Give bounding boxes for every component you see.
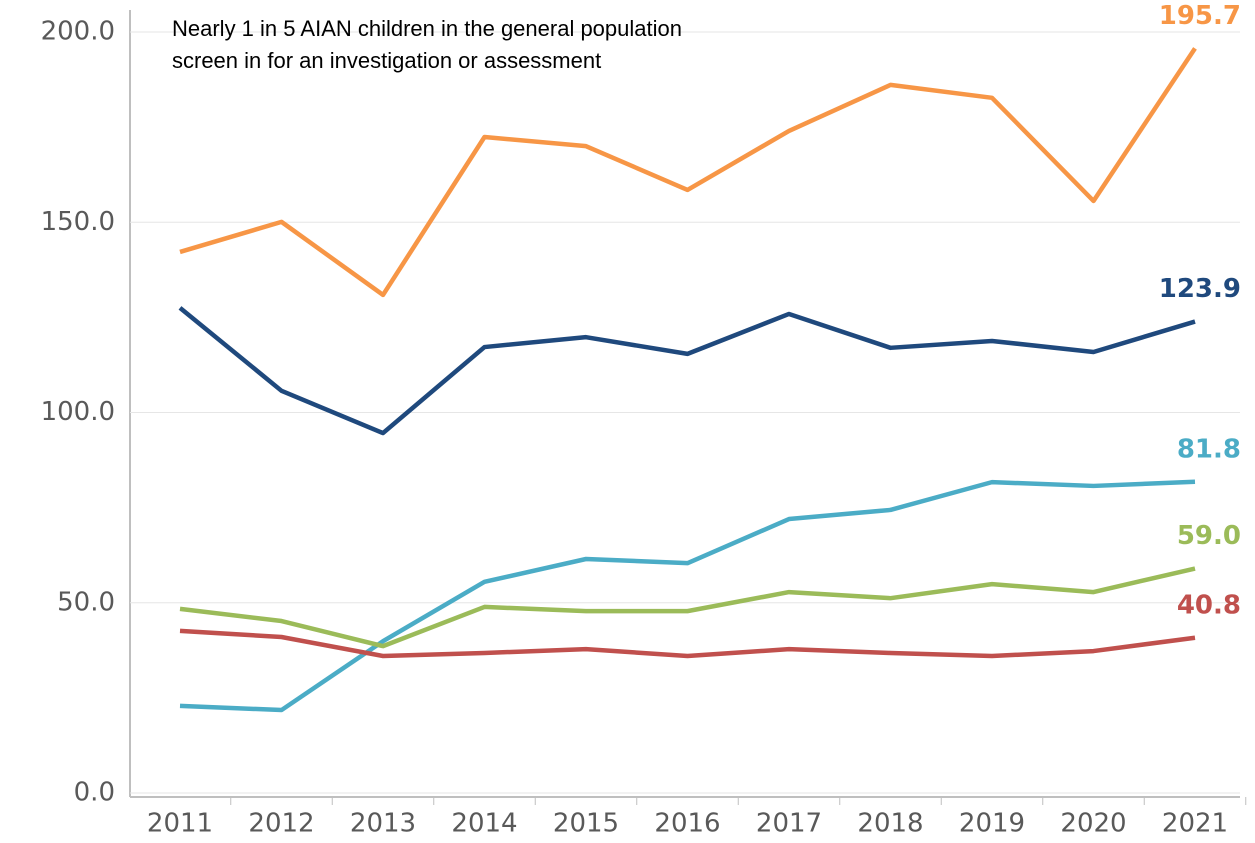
series-line xyxy=(179,566,1196,649)
annotation: screen in for an investigation or assess… xyxy=(172,48,601,73)
series-line xyxy=(179,479,1196,713)
annotation: Nearly 1 in 5 AIAN children in the gener… xyxy=(172,16,682,41)
data-label: 40.8 xyxy=(1177,590,1241,620)
y-tick-label: 200.0 xyxy=(41,17,115,47)
data-label: 195.7 xyxy=(1159,1,1241,31)
x-tick-label: 2013 xyxy=(350,809,416,839)
y-tick-label: 150.0 xyxy=(41,207,115,237)
x-tick-label: 2018 xyxy=(857,809,923,839)
data-label: 81.8 xyxy=(1177,434,1241,464)
x-tick-label: 2020 xyxy=(1060,809,1126,839)
x-tick-label: 2019 xyxy=(959,809,1025,839)
x-tick-label: 2011 xyxy=(147,809,213,839)
series-line xyxy=(179,47,1197,298)
x-tick-label: 2015 xyxy=(553,809,619,839)
series-line xyxy=(178,306,1196,436)
data-label: 123.9 xyxy=(1159,274,1241,304)
x-tick-label: 2014 xyxy=(451,809,517,839)
y-tick-label: 100.0 xyxy=(41,397,115,427)
data-label: 59.0 xyxy=(1177,521,1241,551)
x-tick-label: 2012 xyxy=(248,809,314,839)
x-tick-label: 2016 xyxy=(654,809,720,839)
y-tick-label: 0.0 xyxy=(74,778,115,808)
series-line xyxy=(179,628,1196,659)
y-tick-label: 50.0 xyxy=(57,587,115,617)
x-tick-label: 2021 xyxy=(1162,809,1228,839)
x-tick-label: 2017 xyxy=(756,809,822,839)
